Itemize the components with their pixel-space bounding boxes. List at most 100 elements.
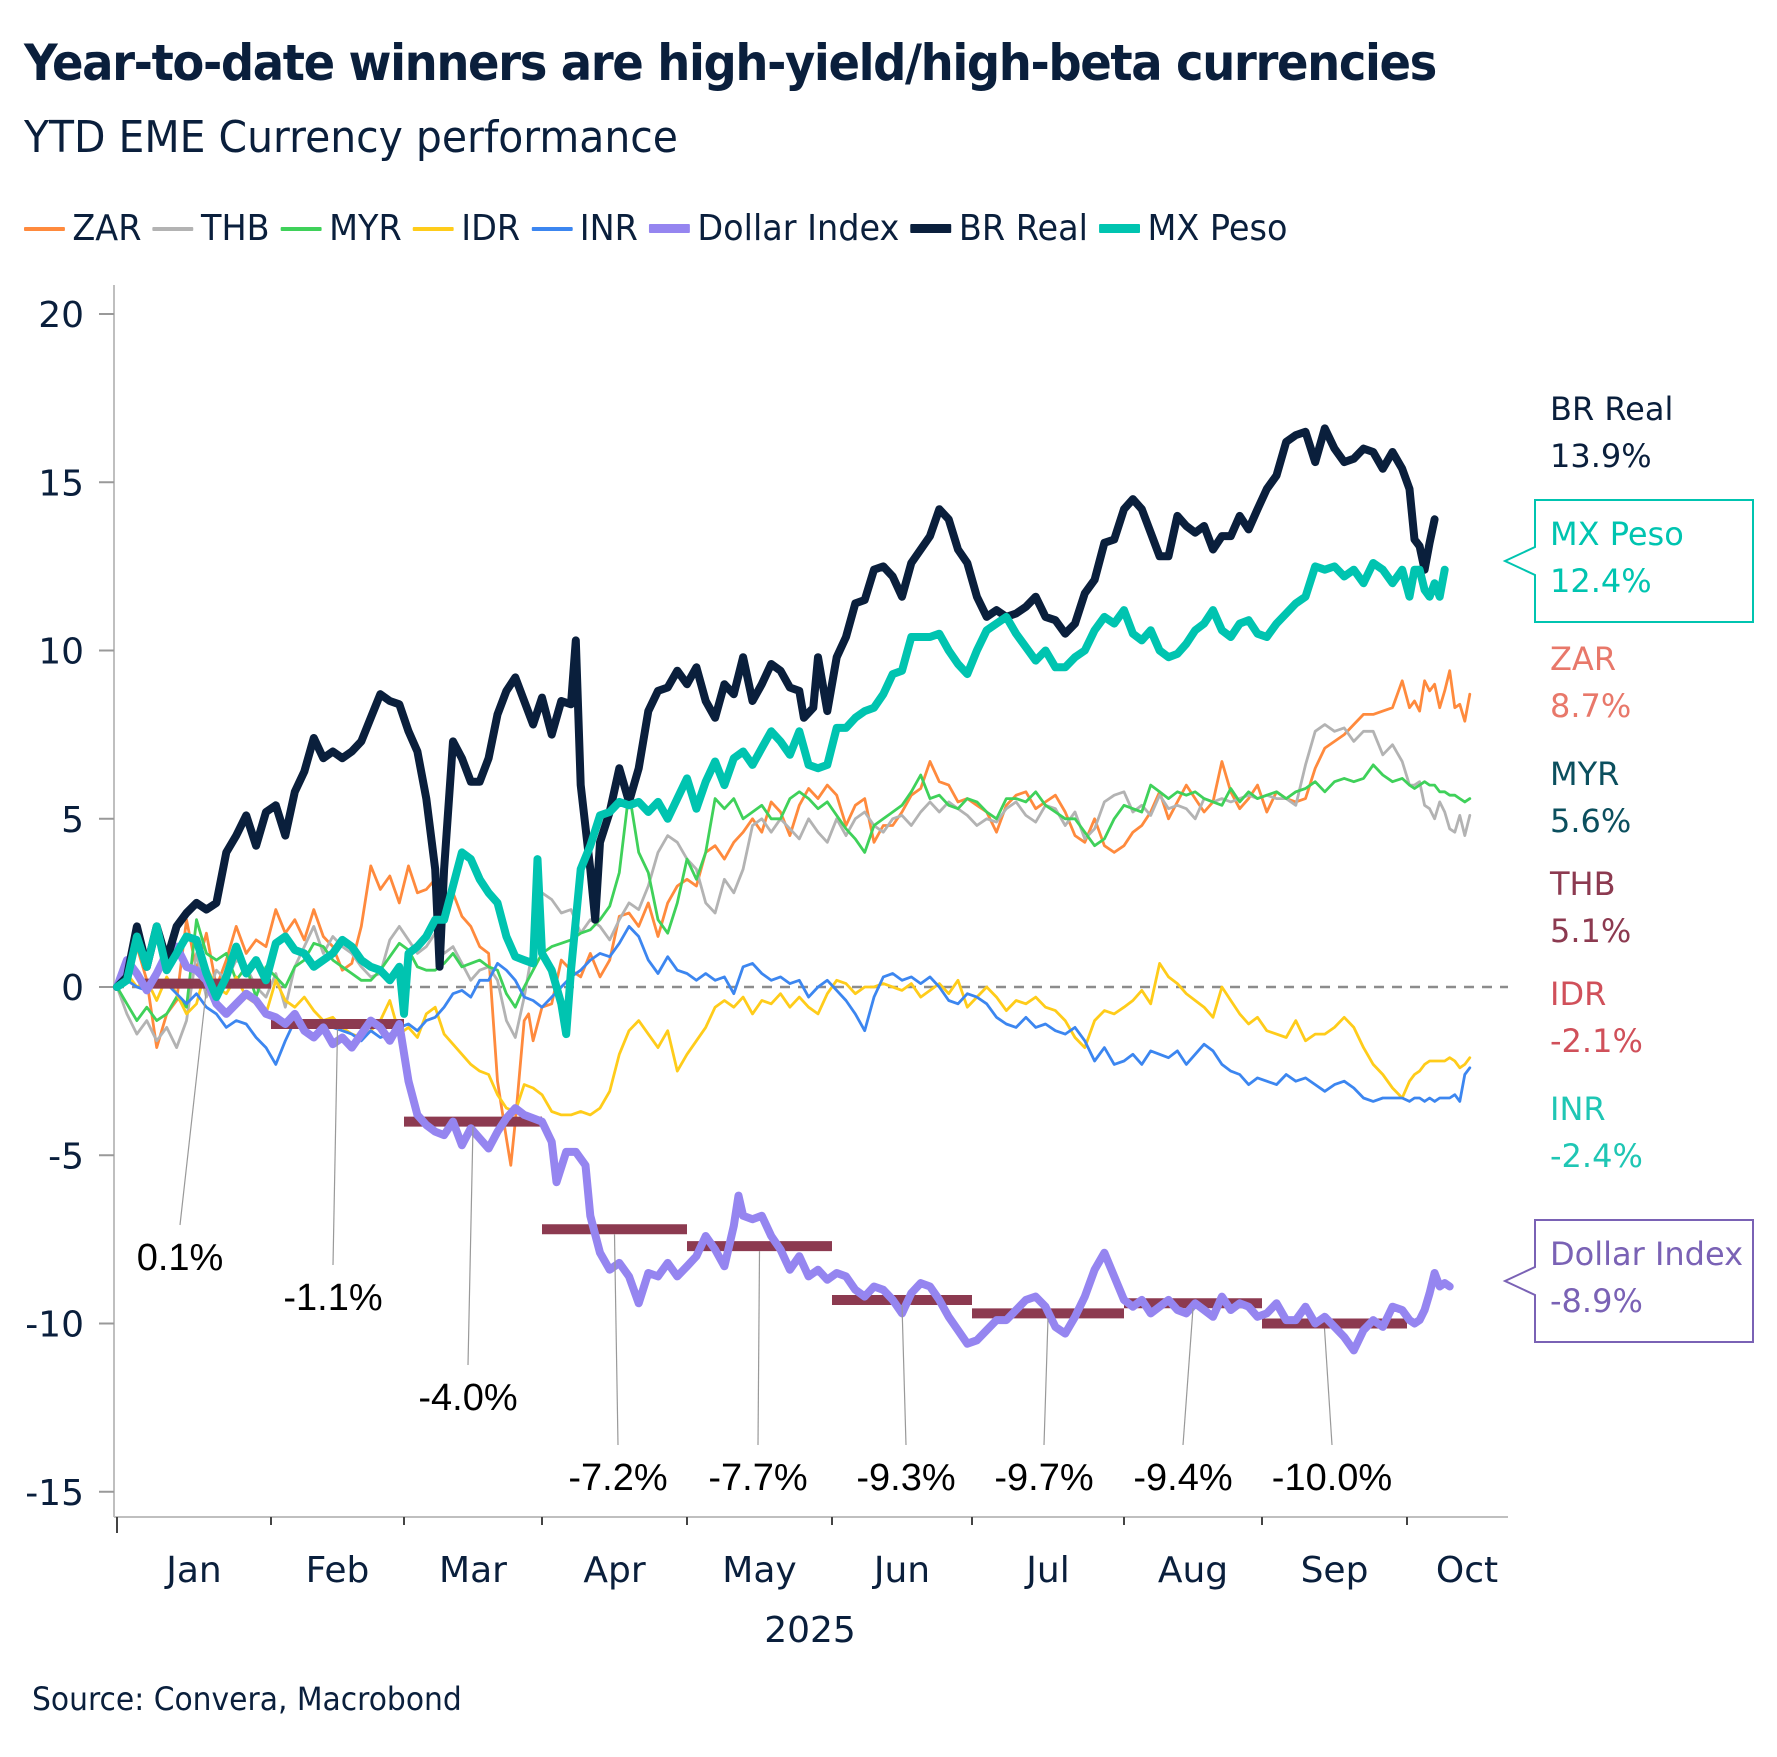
annotation-label: -7.7% <box>708 1457 807 1499</box>
end-label-value: -8.9% <box>1550 1282 1643 1320</box>
annotation-leader-line <box>613 1234 619 1446</box>
series-line-dollar-index <box>113 942 1454 1355</box>
series-line-mx-peso <box>113 559 1449 1039</box>
end-labels: BR Real 13.9% MX Peso 12.4% ZAR 8.7% MYR 5.6% TH… <box>1502 390 1754 1343</box>
annotation-leader-line <box>179 988 208 1226</box>
series-line-br-real <box>113 424 1439 991</box>
annotation-leader-line <box>332 1029 339 1266</box>
annotation-label: -1.1% <box>283 1277 382 1319</box>
legend-label: Dollar Index <box>697 208 900 249</box>
annotation-label: -4.0% <box>418 1377 517 1419</box>
end-label-dollar-index: Dollar Index -8.9% <box>1502 1219 1754 1343</box>
x-tick-label: Jul <box>1024 1550 1069 1591</box>
legend-swatch <box>649 224 690 233</box>
x-tick-label: Jan <box>164 1550 222 1591</box>
y-tick-label: -15 <box>25 1473 84 1514</box>
end-label-name: Dollar Index <box>1550 1235 1743 1273</box>
y-tick-label: 0 <box>61 968 84 1009</box>
annotation-leader-line <box>1323 1328 1333 1446</box>
end-label-name: MX Peso <box>1550 515 1684 553</box>
x-tick-label: Sep <box>1301 1550 1369 1591</box>
end-label-value: 5.6% <box>1550 802 1631 840</box>
legend-swatch <box>531 226 573 231</box>
legend-item-zar: ZAR <box>24 208 141 249</box>
legend-label: MYR <box>329 208 402 249</box>
annotation-label: -7.2% <box>568 1457 667 1499</box>
end-label-value: 13.9% <box>1550 437 1652 475</box>
x-tick-label: Apr <box>583 1550 645 1591</box>
end-label-zar: ZAR 8.7% <box>1550 640 1631 725</box>
end-label-inr: INR -2.4% <box>1550 1090 1643 1175</box>
legend-label: BR Real <box>958 208 1088 249</box>
annotation-leader-line <box>757 1251 761 1446</box>
legend-swatch <box>412 226 454 231</box>
legend-item-idr: IDR <box>412 208 521 249</box>
end-label-value: -2.1% <box>1550 1022 1643 1060</box>
annotation-label: -9.7% <box>994 1457 1093 1499</box>
legend-label: INR <box>579 208 638 249</box>
series-line-inr <box>115 925 1472 1103</box>
legend-item-myr: MYR <box>280 208 402 249</box>
annotation-leader-line <box>1043 1318 1049 1446</box>
legend-item-thb: THB <box>152 208 270 249</box>
end-label-name: THB <box>1549 865 1616 903</box>
end-label-mx-peso: MX Peso 12.4% <box>1502 499 1754 623</box>
y-tick-label: -5 <box>48 1136 84 1177</box>
y-tick-label: 10 <box>38 632 84 673</box>
annotation-label: -10.0% <box>1272 1457 1392 1499</box>
callout-box <box>1502 499 1754 623</box>
end-label-name: IDR <box>1550 975 1606 1013</box>
end-label-value: 8.7% <box>1550 687 1631 725</box>
x-tick-label: Jun <box>872 1550 930 1591</box>
y-tick-label: 20 <box>38 295 84 336</box>
end-label-name: INR <box>1550 1090 1606 1128</box>
annotation-label: -9.3% <box>856 1457 955 1499</box>
legend-swatch <box>910 224 952 233</box>
y-tick-label: 5 <box>61 800 84 841</box>
legend-item-mx-peso: MX Peso <box>1099 208 1287 249</box>
x-tick-label: Oct <box>1436 1550 1498 1591</box>
annotation-label: 0.1% <box>137 1237 224 1279</box>
end-label-name: MYR <box>1550 755 1619 793</box>
legend-item-br-real: BR Real <box>910 208 1088 249</box>
legend-label: THB <box>200 208 270 249</box>
legend-swatch <box>152 226 194 231</box>
annotation-leader-line <box>901 1304 907 1446</box>
axes: 20 15 10 5 0 -5 -10 -15 Jan Feb Mar Apr May Jun Jul Aug… <box>25 285 1508 1651</box>
end-label-idr: IDR -2.1% <box>1550 975 1643 1060</box>
legend-swatch <box>280 226 322 231</box>
end-label-value: 5.1% <box>1550 912 1631 950</box>
end-label-value: 12.4% <box>1550 562 1652 600</box>
y-tick-label: 15 <box>38 463 84 504</box>
legend-swatch <box>24 226 65 231</box>
end-label-thb: THB 5.1% <box>1549 865 1631 950</box>
end-label-value: -2.4% <box>1550 1137 1643 1175</box>
series-line-myr <box>115 763 1472 1022</box>
legend-item-dollar-index: Dollar Index <box>649 208 899 249</box>
x-tick-label: Aug <box>1158 1550 1228 1591</box>
annotations: 0.1% -1.1% -4.0% -7.2% -7.7% -9.3% -9.7% -9.4% -… <box>137 988 1392 1499</box>
end-label-myr: MYR 5.6% <box>1550 755 1631 840</box>
chart-subtitle: YTD EME Currency performance <box>24 112 678 163</box>
legend-label: MX Peso <box>1147 208 1288 249</box>
x-tick-label: May <box>722 1550 796 1591</box>
series-lines <box>113 424 1472 1355</box>
end-label-name: ZAR <box>1550 640 1616 678</box>
series-line-thb <box>115 723 1472 1049</box>
chart-title: Year-to-date winners are high-yield/high… <box>24 34 1437 92</box>
legend-item-inr: INR <box>531 208 638 249</box>
callout-box <box>1502 1219 1754 1343</box>
legend-label: IDR <box>461 208 521 249</box>
annotation-leader-line <box>467 1126 474 1366</box>
x-tick-label: Feb <box>306 1550 370 1591</box>
legend-label: ZAR <box>72 208 142 249</box>
end-label-name: BR Real <box>1550 390 1673 428</box>
legend-swatch <box>1099 224 1141 233</box>
annotation-leader-line <box>1182 1308 1194 1446</box>
annotation-label: -9.4% <box>1133 1457 1232 1499</box>
x-axis-year-label: 2025 <box>764 1610 856 1651</box>
y-tick-label: -10 <box>25 1305 84 1346</box>
source-note: Source: Convera, Macrobond <box>32 1680 462 1718</box>
end-label-br-real: BR Real 13.9% <box>1550 390 1673 475</box>
